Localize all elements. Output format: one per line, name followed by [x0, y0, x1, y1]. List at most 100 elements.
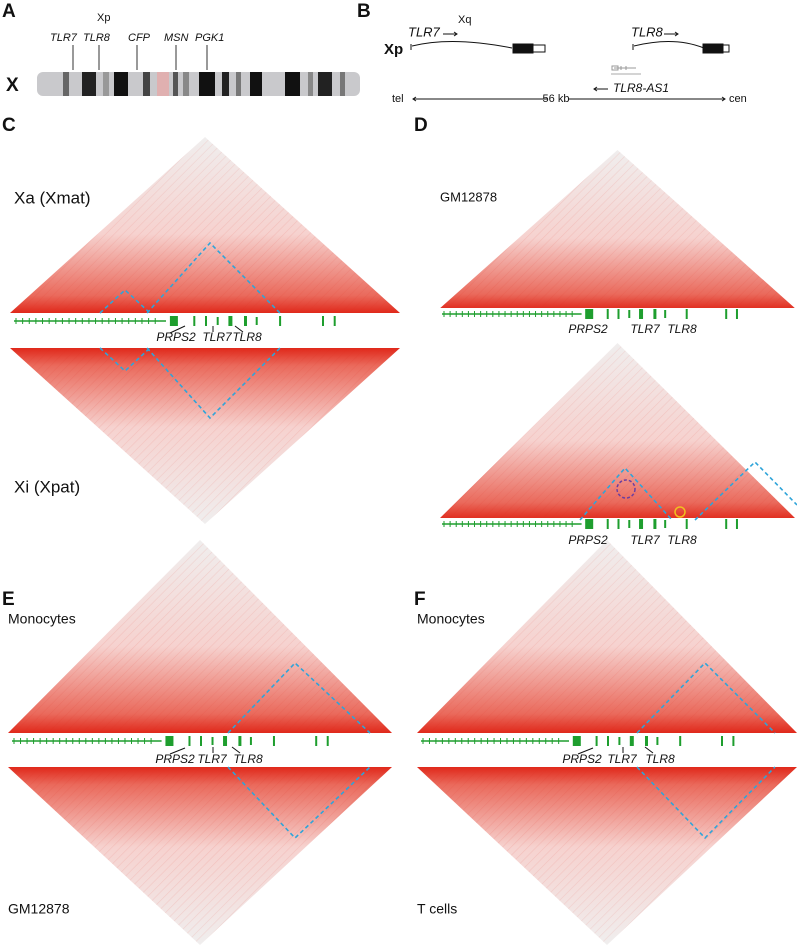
exon [685, 309, 688, 319]
exon [628, 310, 631, 318]
exon [193, 316, 196, 326]
exon [322, 316, 324, 326]
heatmap-texture [417, 767, 797, 945]
exon [645, 736, 648, 746]
tad-outline [99, 241, 281, 420]
map-label: Xa (Xmat) [14, 188, 91, 207]
gene-track [438, 308, 797, 322]
exon [223, 736, 228, 746]
exon [188, 736, 191, 746]
exon [205, 316, 207, 326]
loop-mark [616, 479, 636, 499]
gene-label: TLR8 [667, 322, 697, 336]
exon [169, 316, 178, 326]
gene-label: PRPS2 [568, 533, 608, 547]
gene-label: TLR8-AS1 [613, 81, 669, 95]
gene-models [410, 31, 730, 102]
gene-label: TLR7 [202, 330, 233, 344]
panel-letter: D [414, 115, 428, 136]
gene-label: CFP [128, 32, 151, 44]
exon [629, 736, 634, 746]
loop-mark [674, 506, 686, 518]
panel-letter: B [357, 1, 371, 22]
exon [725, 309, 728, 319]
arrow [644, 746, 654, 754]
gene-track [8, 735, 392, 749]
gene-ticks [72, 45, 208, 70]
gene-label: TLR8 [83, 32, 111, 44]
gene-label: PRPS2 [568, 322, 608, 336]
exon [211, 737, 214, 745]
exon [721, 736, 723, 746]
map-label: Monocytes [8, 611, 76, 627]
map-label: GM12878 [440, 189, 497, 204]
gene-label: PRPS2 [156, 330, 196, 344]
gene-label: PRPS2 [562, 752, 602, 766]
tad-outline [579, 460, 797, 521]
exon [653, 519, 657, 529]
exon [607, 736, 609, 746]
exon [628, 520, 631, 528]
exon [255, 317, 258, 325]
gene-label: TLR8 [631, 24, 664, 39]
tad-outline [636, 661, 776, 840]
panel-letter: A [2, 1, 16, 22]
exon [639, 519, 644, 529]
map-label: T cells [417, 901, 457, 917]
gene-label: TLR7 [50, 32, 78, 44]
gene-label: TLR7 [607, 752, 638, 766]
panel-letter: C [2, 115, 16, 136]
scale-label: 56 kb [543, 93, 570, 105]
exon [735, 309, 738, 319]
gene-label: TLR7 [630, 533, 661, 547]
panel-letter: F [414, 589, 426, 610]
gene-track [417, 735, 797, 749]
exon [732, 736, 735, 746]
scale-label: cen [729, 93, 747, 105]
heatmap-texture [8, 540, 392, 733]
exon [735, 519, 738, 529]
heatmap-texture [8, 767, 392, 945]
gene-label: PGK1 [195, 32, 224, 44]
exon [617, 519, 620, 529]
exon [249, 737, 252, 745]
exon [656, 737, 659, 745]
exon [200, 736, 202, 746]
arm-label: Xp [384, 41, 403, 58]
arrow [577, 747, 594, 755]
exon [238, 736, 242, 746]
gene-label: TLR8 [233, 752, 263, 766]
exon [606, 519, 609, 529]
panel-letter: E [2, 589, 15, 610]
exon [585, 309, 594, 319]
exon [244, 316, 247, 326]
heatmap-texture [10, 348, 400, 524]
arm-label: Xp [97, 12, 110, 24]
gene-label: TLR7 [630, 322, 661, 336]
exon [653, 309, 657, 319]
heatmap-texture [417, 540, 797, 733]
exon [272, 736, 275, 746]
arrow [234, 325, 244, 333]
exon [228, 316, 233, 326]
exon [279, 316, 282, 326]
exon [725, 519, 728, 529]
exon [639, 309, 644, 319]
exon [315, 736, 318, 746]
gene-label: PRPS2 [155, 752, 195, 766]
arrow [169, 325, 186, 334]
exon [585, 519, 594, 529]
exon [333, 316, 336, 326]
exon [679, 736, 682, 746]
heatmap-texture [438, 150, 797, 310]
exon [606, 309, 609, 319]
exon [572, 736, 581, 746]
gene-label: TLR8 [645, 752, 675, 766]
arrow [169, 747, 186, 755]
gene-label: TLR8 [232, 330, 262, 344]
exon [595, 736, 598, 746]
gene-label: TLR8 [667, 533, 697, 547]
map-label: Xi (Xpat) [14, 477, 80, 496]
gene-label: MSN [164, 32, 189, 44]
